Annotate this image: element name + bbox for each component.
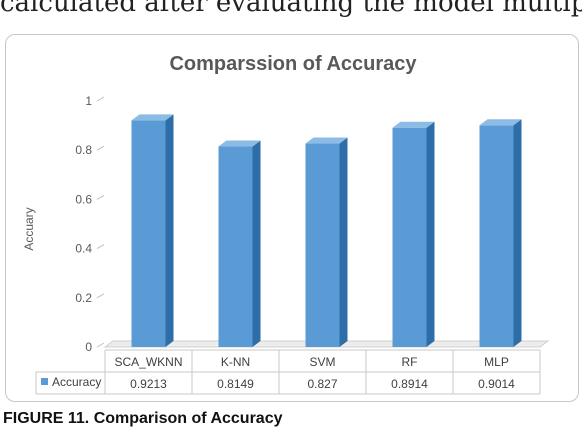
x-tick-label: RF — [402, 355, 418, 369]
y-tick-label: 0.2 — [75, 291, 92, 305]
bar-top — [479, 119, 522, 126]
bar-k-nn — [218, 140, 261, 347]
bar-side — [165, 114, 174, 347]
y-tick-label: 0.4 — [75, 242, 92, 256]
bar-top — [392, 121, 435, 128]
x-tick-label: SCA_WKNN — [114, 355, 182, 369]
figure-caption: FIGURE 11. Comparison of Accuracy — [3, 410, 283, 427]
bar-top — [131, 114, 174, 121]
data-label: 0.8149 — [217, 377, 254, 391]
y-axis-ticks: 0 0.2 0.4 0.6 0.8 1 — [75, 94, 105, 354]
bar-mlp — [479, 119, 522, 347]
x-tick-label: SVM — [309, 355, 335, 369]
y-axis-label: Accuary — [22, 207, 36, 250]
bar-front — [218, 146, 253, 347]
y-tick-mark — [96, 342, 105, 348]
bar-side — [513, 119, 522, 347]
y-tick-label: 0 — [85, 340, 92, 354]
legend-swatch — [41, 378, 48, 385]
data-label: 0.9213 — [130, 377, 167, 391]
x-tick-label: K-NN — [221, 355, 250, 369]
y-tick-mark — [96, 293, 105, 299]
bar-side — [252, 140, 261, 347]
chart-title: Comparssion of Accuracy — [169, 53, 417, 75]
y-tick-label: 1 — [85, 94, 92, 108]
bars-group — [131, 114, 522, 347]
x-tick-label: MLP — [484, 355, 509, 369]
y-tick-label: 0.8 — [75, 143, 92, 157]
y-tick-mark — [96, 194, 105, 200]
data-table: Accuracy SCA_WKNN 0.9213 K-NN 0.8149 SVM 0.827… — [35, 349, 541, 395]
y-tick-mark — [96, 145, 105, 151]
body-text-line: calculated after evaluating the model mu… — [0, 0, 582, 18]
y-tick-mark — [96, 244, 105, 250]
y-tick-mark — [96, 96, 105, 102]
bar-top — [218, 140, 261, 147]
bar-front — [305, 143, 340, 347]
data-label: 0.9014 — [478, 377, 515, 391]
bar-rf — [392, 121, 435, 347]
bar-side — [339, 137, 348, 347]
bar-front — [392, 127, 427, 347]
bar-svm — [305, 137, 348, 347]
data-label: 0.827 — [307, 377, 337, 391]
y-tick-label: 0.6 — [75, 192, 92, 206]
legend-label: Accuracy — [52, 375, 101, 389]
bar-sca-wknn — [131, 114, 174, 347]
bar-top — [305, 137, 348, 144]
bar-front — [479, 125, 514, 347]
data-label: 0.8914 — [391, 377, 428, 391]
bar-side — [426, 121, 435, 347]
bar-front — [131, 120, 166, 347]
